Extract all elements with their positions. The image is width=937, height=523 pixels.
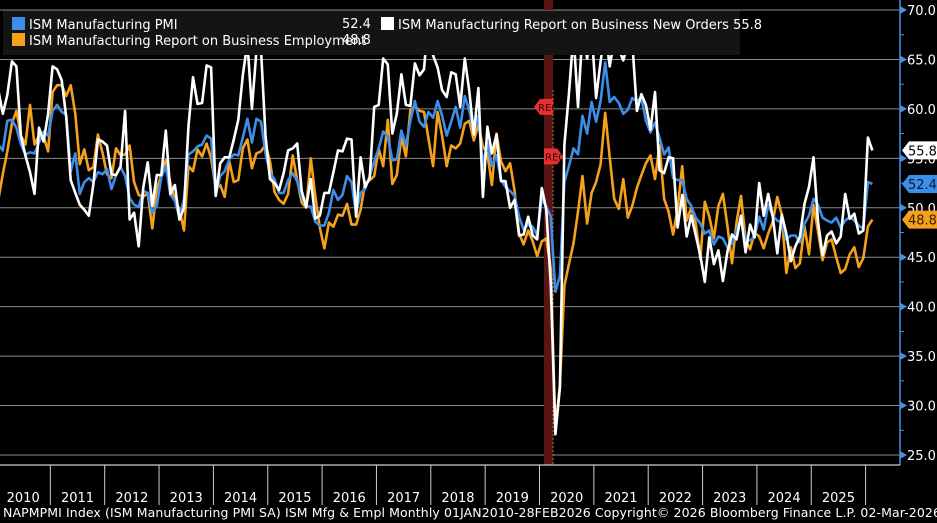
- x-tick-label: 2015: [278, 491, 311, 506]
- y-tick-marker: [900, 154, 907, 163]
- chart-footer: NAPMPMI Index (ISM Manufacturing PMI SA)…: [3, 505, 937, 520]
- y-tick-marker: [900, 401, 907, 410]
- new-orders-line: [0, 14, 874, 436]
- x-tick-label: 2023: [713, 491, 746, 506]
- x-tick-label: 2018: [441, 491, 474, 506]
- last-value-badge: [902, 210, 937, 229]
- recession-start-tag: [534, 98, 554, 115]
- legend-swatch-blue: [12, 17, 25, 30]
- last-value-label: 55.8: [908, 144, 937, 159]
- y-tick-marker: [900, 352, 907, 361]
- x-tick-label: 2022: [659, 491, 692, 506]
- y-tick-label: 70.0: [907, 4, 936, 19]
- legend-value-pmi: 52.4: [342, 17, 371, 32]
- y-tick-marker: [900, 253, 907, 262]
- gridlines: [0, 9, 900, 456]
- last-value-badge: [902, 141, 937, 160]
- y-tick-marker: [900, 302, 907, 311]
- legend-value-employment: 48.8: [342, 33, 371, 48]
- y-tick-label: 40.0: [907, 301, 936, 316]
- legend-label: ISM Manufacturing Report on Business New…: [398, 18, 729, 33]
- y-tick-marker: [900, 203, 907, 212]
- last-value-label: 52.4: [908, 178, 937, 193]
- x-tick-label: 2019: [496, 491, 529, 506]
- x-tick-label: 2010: [7, 491, 40, 506]
- legend-label: ISM Manufacturing PMI: [29, 18, 178, 33]
- x-tick-label: 2020: [550, 491, 583, 506]
- x-tick-label: 2017: [387, 491, 420, 506]
- legend-label: ISM Manufacturing Report on Business Emp…: [29, 34, 367, 49]
- y-tick-marker: [900, 55, 907, 64]
- y-tick-marker: [900, 104, 907, 113]
- x-tick-label: 2011: [61, 491, 94, 506]
- legend: ISM Manufacturing PMI 52.4 ISM Manufactu…: [3, 10, 762, 55]
- x-tick-label: 2012: [115, 491, 148, 506]
- recession-end-label: REC: [545, 152, 565, 163]
- legend-item-pmi[interactable]: ISM Manufacturing PMI: [12, 17, 178, 34]
- y-tick-label: 35.0: [907, 350, 936, 365]
- legend-swatch-orange: [12, 33, 25, 46]
- y-tick-label: 60.0: [907, 103, 936, 118]
- y-axis: 70.065.060.055.050.045.040.035.030.025.0: [899, 0, 936, 465]
- x-tick-label: 2014: [224, 491, 257, 506]
- x-tick-label: 2021: [604, 491, 637, 506]
- y-tick-label: 30.0: [907, 400, 936, 415]
- x-tick-label: 2025: [822, 491, 855, 506]
- y-tick-marker: [900, 451, 907, 459]
- y-tick-marker: [900, 6, 907, 14]
- last-value-badge: [902, 175, 937, 194]
- employment-line: [0, 83, 874, 432]
- legend-value-new-orders: 55.8: [733, 18, 763, 33]
- legend-swatch-white: [381, 17, 394, 30]
- last-value-badges: 55.8 52.4 48.8: [902, 141, 937, 229]
- y-tick-label: 45.0: [907, 251, 936, 266]
- x-tick-label: 2016: [333, 491, 366, 506]
- recession-end-tag: [544, 148, 564, 165]
- y-tick-label: 25.0: [907, 449, 936, 464]
- x-axis: 2010 2011 2012 2013 2014 2015 2016 2017 2018 2019…: [0, 464, 900, 506]
- y-tick-label: 65.0: [907, 53, 936, 68]
- x-tick-label: 2013: [170, 491, 203, 506]
- legend-item-new-orders[interactable]: ISM Manufacturing Report on Business New…: [381, 17, 762, 34]
- last-value-label: 48.8: [908, 214, 937, 229]
- legend-item-employment[interactable]: ISM Manufacturing Report on Business Emp…: [12, 33, 366, 50]
- x-tick-label: 2024: [768, 491, 801, 506]
- series-lines: [0, 14, 874, 436]
- recession-start-label: REC: [538, 103, 558, 114]
